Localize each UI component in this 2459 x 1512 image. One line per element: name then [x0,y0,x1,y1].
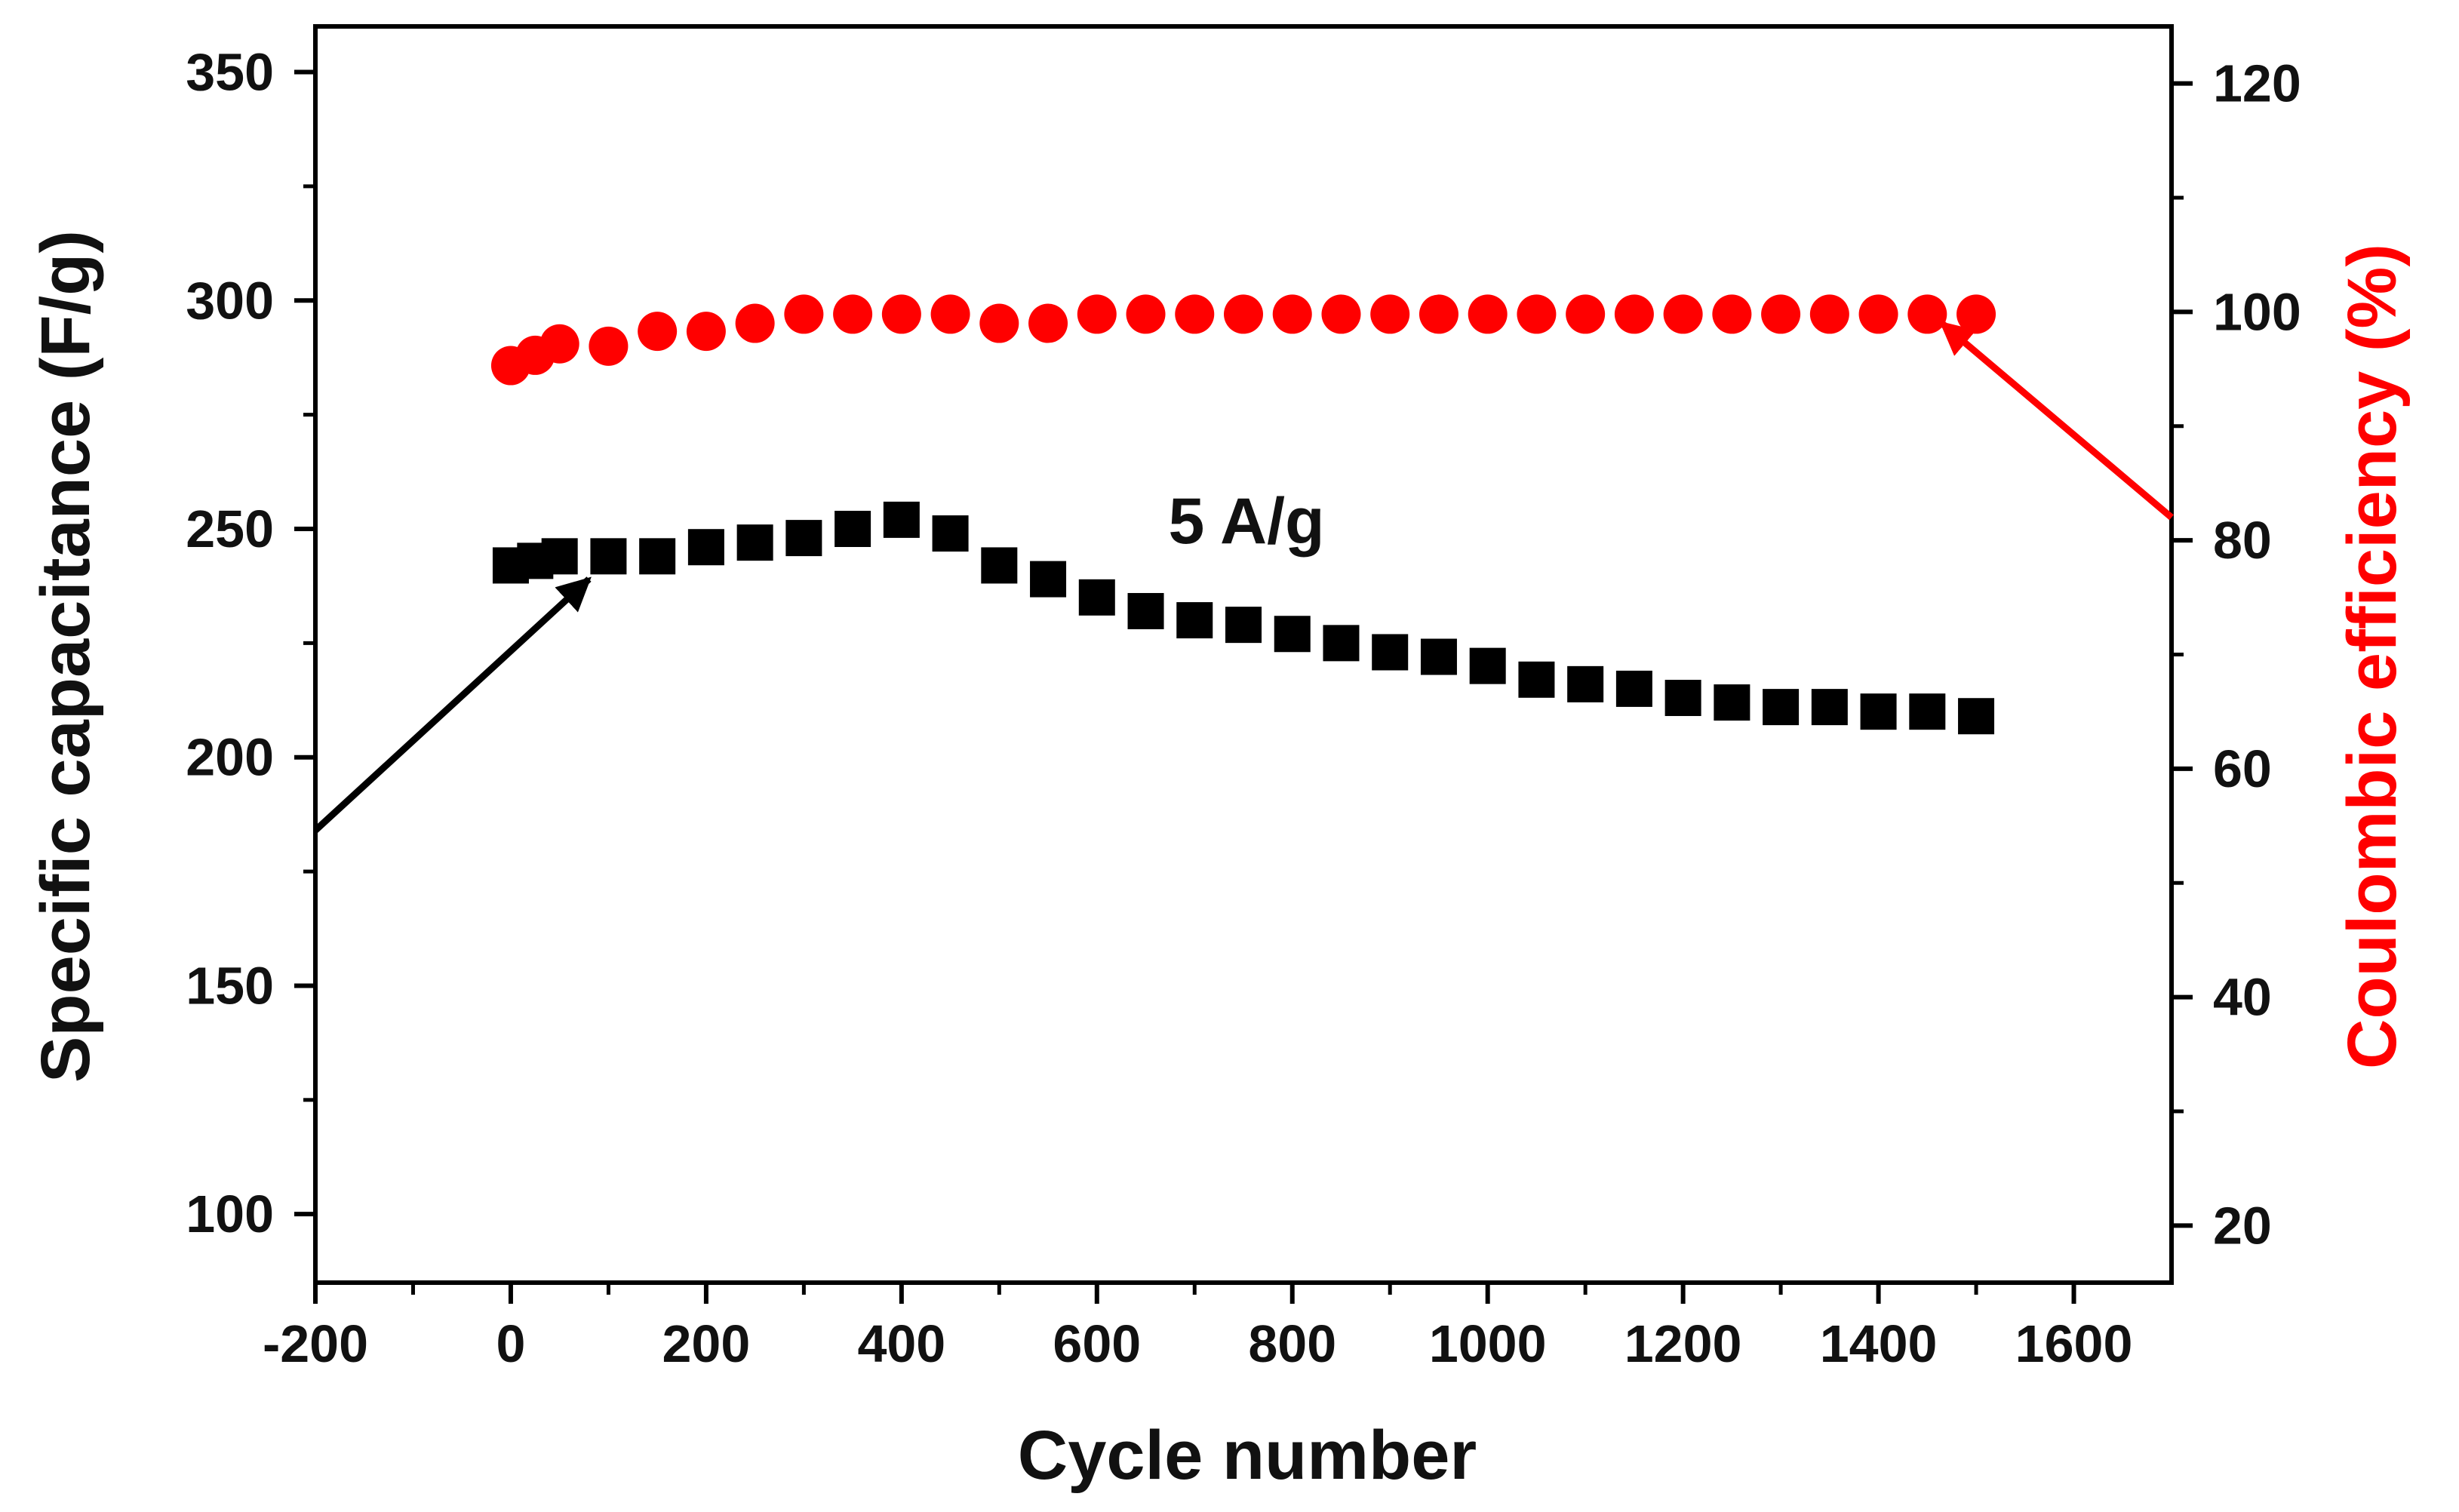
y-tick-label: 250 [186,499,274,558]
y-axis-right: 20 40 60 80 100 120 [2172,54,2301,1255]
capacitance-point [932,515,969,552]
capacitance-point [1469,647,1506,684]
capacitance-point [541,538,578,575]
efficiency-point [1517,294,1557,334]
efficiency-point [1761,294,1801,334]
efficiency-arrow [1939,321,2174,521]
efficiency-point [1566,294,1606,334]
efficiency-point [539,324,579,364]
efficiency-point [1858,294,1898,334]
capacitance-point [1518,661,1555,698]
capacitance-point [639,538,676,575]
capacitance-point [1763,689,1800,726]
efficiency-point [1809,294,1849,334]
capacitance-point [1420,638,1457,675]
capacitance-point [785,520,822,557]
x-tick-label: 1000 [1429,1314,1547,1373]
capacitance-point [1127,592,1164,629]
annotation-arrows [312,321,2174,833]
capacitance-point [1225,607,1262,644]
specific-capacitance-series [492,501,1995,735]
y-tick-label: 200 [186,728,274,787]
efficiency-point [1956,294,1996,334]
efficiency-point [881,294,921,334]
y-axis-left: 100 150 200 250 300 350 [186,43,315,1243]
x-tick-label: -200 [263,1314,368,1373]
y2-tick-label: 40 [2213,968,2272,1027]
capacitance-point [1176,602,1213,639]
capacitance-point [1860,693,1897,730]
coulombic-efficiency-series [490,294,1996,386]
efficiency-point [1272,294,1312,334]
y2-tick-label: 80 [2213,511,2272,570]
plot-border [313,24,2174,1285]
capacitance-point [687,529,724,566]
x-tick-label: 200 [662,1314,750,1373]
capacitance-point [736,524,773,561]
efficiency-point [1712,294,1752,334]
x-tick-label: 1600 [2015,1314,2133,1373]
capacitance-point [1372,634,1409,671]
efficiency-point [1126,294,1166,334]
y-tick-label: 100 [186,1185,274,1243]
capacitance-point [835,511,871,547]
efficiency-point [1663,294,1703,334]
efficiency-point [686,312,726,352]
efficiency-point [1370,294,1410,334]
y-tick-label: 300 [186,271,274,330]
y-tick-label: 150 [186,956,274,1015]
efficiency-point [784,294,824,334]
capacitance-point [1811,689,1848,726]
x-tick-label: 400 [857,1314,945,1373]
y2-tick-label: 120 [2213,54,2301,113]
y2-tick-label: 100 [2213,282,2301,341]
capacitance-point [1615,670,1652,707]
x-tick-label: 600 [1053,1314,1141,1373]
capacitance-point [590,538,627,575]
data-series [490,294,1996,735]
current-density-annotation: 5 A/g [1168,485,1324,558]
efficiency-point [1614,294,1654,334]
efficiency-point [735,303,775,343]
efficiency-point [1468,294,1508,334]
x-axis-title: Cycle number [1018,1417,1477,1494]
x-axis: -200 0 200 400 600 800 1000 1200 1400 1600 [263,1283,2132,1373]
efficiency-point [833,294,873,334]
efficiency-point [589,326,629,366]
y2-axis-title: Coulombic efficiency (%) [2334,244,2411,1069]
x-tick-label: 1400 [1820,1314,1938,1373]
capacitance-point [1909,693,1946,730]
capacitance-point [1958,698,1995,735]
capacitance-point [1714,684,1751,721]
plot-frame [313,24,2174,1285]
capacitance-point [1078,579,1115,616]
efficiency-point [1907,294,1947,334]
y-axis-title: Specific capacitance (F/g) [27,230,104,1083]
capacitance-point [1567,665,1604,702]
y2-tick-label: 20 [2213,1196,2272,1255]
capacitance-point [883,501,920,538]
capacitance-point [1323,625,1360,662]
capacitance-point [1664,680,1701,717]
efficiency-point [1175,294,1215,334]
efficiency-point [1419,294,1458,334]
efficiency-point [1321,294,1361,334]
efficiency-point [1077,294,1117,334]
efficiency-point [638,312,678,352]
y-tick-label: 350 [186,43,274,102]
capacitance-arrow [312,576,592,833]
y2-tick-label: 60 [2213,739,2272,798]
capacitance-point [981,547,1018,584]
efficiency-point [1224,294,1263,334]
capacitance-point [1274,616,1311,653]
x-tick-label: 0 [496,1314,525,1373]
x-tick-label: 800 [1248,1314,1336,1373]
x-tick-label: 1200 [1624,1314,1742,1373]
efficiency-point [979,303,1019,343]
efficiency-point [930,294,970,334]
capacitance-point [1030,561,1067,598]
efficiency-point [1028,303,1068,343]
